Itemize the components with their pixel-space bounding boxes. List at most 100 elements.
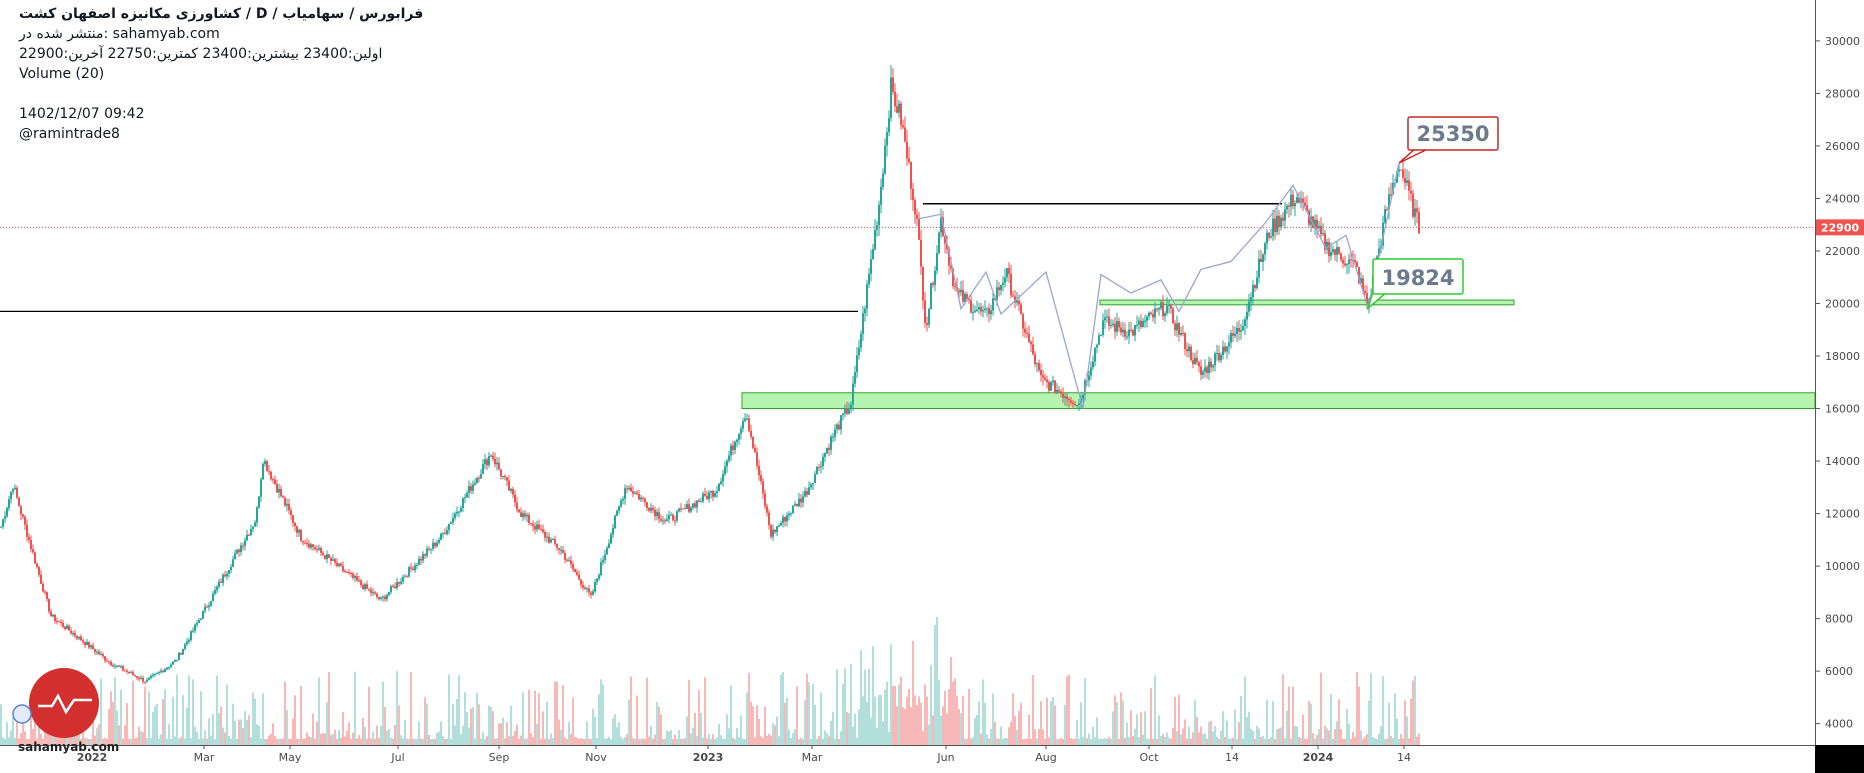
candle-body: [716, 491, 718, 494]
candle-body: [1404, 177, 1406, 183]
candle-body: [664, 520, 666, 522]
candle-body: [1160, 302, 1162, 309]
volume-bar: [410, 671, 412, 745]
candle-body: [608, 543, 610, 549]
volume-bar: [1316, 735, 1318, 745]
volume-bar: [314, 738, 316, 745]
volume-bar: [846, 711, 848, 745]
volume-bar: [216, 675, 218, 745]
volume-bar: [1300, 738, 1302, 745]
volume-bar: [474, 739, 476, 745]
volume-bar: [318, 677, 320, 745]
volume-bar: [14, 737, 16, 745]
candle-body: [622, 498, 624, 501]
volume-bar: [98, 724, 100, 745]
volume-bar: [272, 723, 274, 745]
volume-bar: [1082, 737, 1084, 745]
candle-body: [248, 534, 250, 536]
volume-bar: [254, 698, 256, 745]
volume-bar: [1258, 728, 1260, 745]
volume-bar: [1154, 675, 1156, 745]
candle-body: [1382, 222, 1384, 246]
candle-body: [296, 526, 298, 533]
volume-bar: [1294, 725, 1296, 745]
volume-bar: [432, 738, 434, 745]
volume-bar: [380, 726, 382, 745]
volume-bar: [140, 731, 142, 745]
volume-bar: [370, 738, 372, 745]
candle-body: [212, 593, 214, 601]
candle-body: [156, 672, 158, 674]
candle-body: [712, 491, 714, 497]
candle-body: [874, 229, 876, 250]
volume-bar: [350, 738, 352, 745]
candle-body: [514, 494, 516, 503]
candle-body: [316, 549, 318, 551]
volume-bar: [978, 701, 980, 745]
candle-body: [690, 507, 692, 512]
candle-body: [1110, 324, 1112, 326]
logo-circle: [29, 668, 99, 738]
volume-bar: [178, 738, 180, 745]
high-callout-box: [1407, 116, 1499, 151]
candle-body: [372, 592, 374, 594]
volume-bar: [304, 738, 306, 745]
volume-bar: [1362, 738, 1364, 745]
candle-body: [784, 516, 786, 522]
candle-body: [868, 273, 870, 285]
volume-bar: [1276, 729, 1278, 745]
candle-body: [670, 514, 672, 516]
volume-bar: [628, 699, 630, 745]
candle-body: [1008, 268, 1010, 274]
candle-body: [1032, 344, 1034, 355]
candle-body: [362, 584, 364, 590]
volume-bar: [1138, 737, 1140, 745]
candle-body: [882, 173, 884, 187]
volume-bar: [426, 703, 428, 745]
candle-body: [1332, 249, 1334, 252]
candle-body: [298, 529, 300, 533]
candle-body: [420, 559, 422, 561]
volume-bar: [2, 737, 4, 745]
candle-body: [280, 489, 282, 497]
candle-body: [1418, 212, 1420, 234]
candle-body: [410, 567, 412, 569]
candle-body: [640, 497, 642, 500]
candle-body: [630, 487, 632, 492]
volume-bar: [364, 726, 366, 745]
volume-bar: [1060, 737, 1062, 745]
candle-body: [542, 529, 544, 532]
candle-body: [48, 598, 50, 612]
volume-bar: [692, 727, 694, 745]
volume-bar: [212, 713, 214, 745]
candle-body: [566, 559, 568, 561]
candle-body: [556, 543, 558, 549]
volume-bar: [1250, 728, 1252, 745]
volume-bar: [1384, 738, 1386, 745]
candle-body: [754, 447, 756, 453]
volume-bar: [960, 713, 962, 745]
candle-body: [746, 418, 748, 420]
price-tick-label: 30000: [1825, 35, 1860, 48]
candle-body: [486, 459, 488, 466]
volume-bar: [90, 738, 92, 745]
volume-bar: [746, 692, 748, 745]
candle-body: [1100, 334, 1102, 336]
candle-body: [398, 582, 400, 584]
candle-body: [172, 661, 174, 665]
sahamyab-logo: [12, 668, 99, 738]
volume-bar: [1266, 699, 1268, 745]
candle-body: [454, 513, 456, 518]
volume-bar: [442, 736, 444, 745]
volume-bar: [998, 738, 1000, 745]
candle-body: [430, 548, 432, 550]
volume-bar: [992, 693, 994, 745]
volume-bar: [160, 734, 162, 745]
volume-indicator-label[interactable]: Volume (20): [19, 66, 105, 82]
volume-bar: [956, 695, 958, 745]
candle-body: [396, 582, 398, 589]
volume-bar: [1090, 738, 1092, 745]
volume-bar: [1032, 674, 1034, 745]
volume-bar: [996, 738, 998, 745]
candle-body: [1000, 284, 1002, 291]
